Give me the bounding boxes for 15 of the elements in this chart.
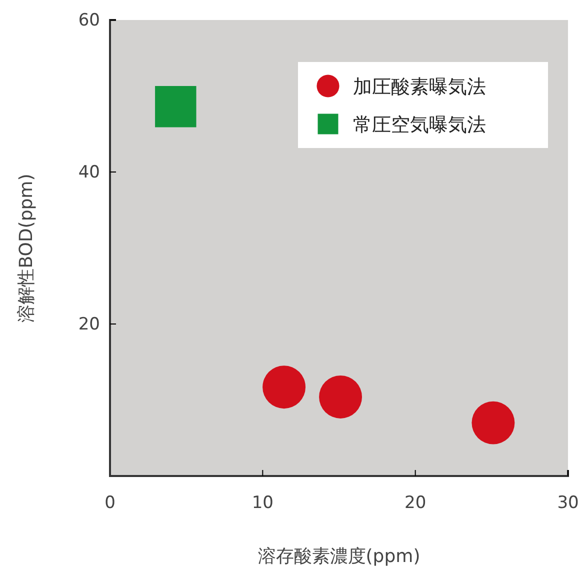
- point: [155, 86, 196, 128]
- point: [262, 366, 306, 409]
- y-axis-title: 溶解性BOD(ppm): [16, 174, 37, 322]
- y-tick-label: 40: [78, 162, 100, 182]
- x-tick-label: 20: [404, 493, 426, 514]
- y-tick-label: 20: [78, 314, 100, 334]
- x-tick-label: 30: [557, 493, 579, 514]
- y-tick-label: 60: [78, 10, 100, 30]
- point: [319, 376, 362, 418]
- x-tick-label: 0: [104, 493, 116, 514]
- x-axis-title: 溶存酸素濃度(ppm): [258, 546, 420, 567]
- legend-label: 常圧空気曝気法: [353, 114, 486, 136]
- legend-label: 加圧酸素曝気法: [353, 76, 486, 98]
- x-tick-label: 10: [252, 493, 274, 514]
- point: [472, 401, 515, 444]
